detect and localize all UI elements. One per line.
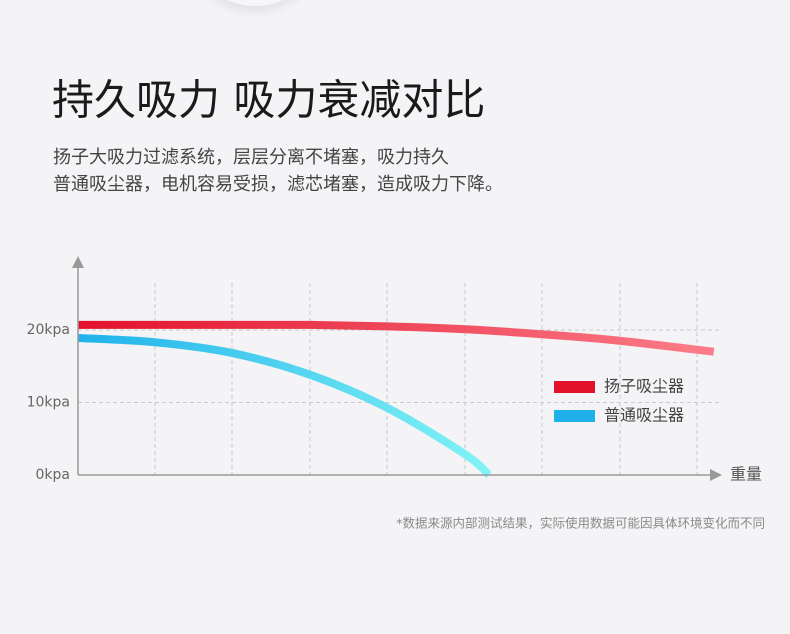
decoration: [205, 0, 305, 18]
decoration: [226, 0, 284, 6]
legend-label: 普通吸尘器: [604, 406, 684, 425]
subtitle: 扬子大吸力过滤系统，层层分离不堵塞，吸力持久: [53, 147, 449, 168]
x-axis-label: 重量: [730, 465, 762, 484]
title: 持久吸力 吸力衰减对比: [52, 76, 485, 125]
subtitle: 普通吸尘器，电机容易受损，滤芯堵塞，造成吸力下降。: [53, 174, 503, 195]
legend-swatch: [554, 410, 595, 422]
legend-swatch: [554, 381, 595, 393]
x-axis-arrow: [710, 469, 722, 481]
series-line: [78, 320, 715, 356]
vertical-grid: [154, 283, 698, 475]
y-axis-arrow: [72, 256, 84, 268]
y-tick-label: 20kpa: [27, 322, 70, 338]
legend-label: 扬子吸尘器: [604, 377, 684, 396]
footnote: *数据来源内部测试结果，实际使用数据可能因具体环境变化而不同: [396, 516, 765, 531]
y-tick-label: 0kpa: [36, 467, 70, 483]
y-tick-label: 10kpa: [27, 395, 70, 411]
series-line: [77, 333, 492, 479]
